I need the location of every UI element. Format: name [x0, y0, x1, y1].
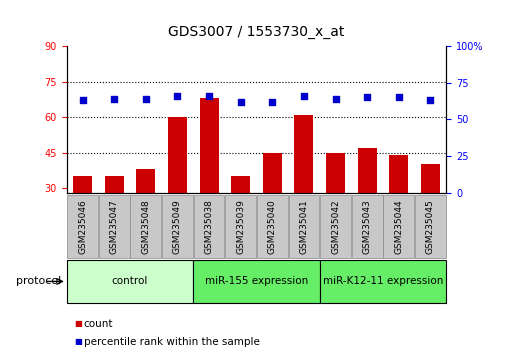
Bar [105, 176, 124, 259]
Point [331, 96, 340, 102]
Bar [257, 195, 288, 258]
Bar [352, 195, 383, 258]
Bar [294, 115, 313, 259]
Bar [225, 195, 256, 258]
Bar [320, 260, 446, 303]
Text: GSM235049: GSM235049 [173, 199, 182, 254]
Text: GSM235044: GSM235044 [394, 199, 403, 254]
Text: GSM235047: GSM235047 [110, 199, 119, 254]
Text: count: count [84, 319, 113, 329]
Text: percentile rank within the sample: percentile rank within the sample [84, 337, 260, 347]
Text: GSM235046: GSM235046 [78, 199, 87, 254]
Point [236, 99, 245, 105]
Text: ■: ■ [74, 337, 82, 346]
Bar [358, 148, 377, 259]
Point [300, 93, 308, 99]
Bar [67, 195, 98, 258]
Bar [98, 195, 130, 258]
Bar [326, 153, 345, 259]
Text: GSM235048: GSM235048 [141, 199, 150, 254]
Text: miR-155 expression: miR-155 expression [205, 276, 308, 286]
Bar [168, 117, 187, 259]
Point [78, 98, 87, 103]
Point [173, 93, 182, 99]
Point [142, 96, 150, 102]
Bar [73, 176, 92, 259]
Text: miR-K12-11 expression: miR-K12-11 expression [323, 276, 443, 286]
Point [268, 99, 277, 105]
Bar [421, 165, 440, 259]
Bar [389, 155, 408, 259]
Bar [320, 195, 351, 258]
Text: GSM235042: GSM235042 [331, 199, 340, 254]
Text: GSM235040: GSM235040 [268, 199, 277, 254]
Text: ■: ■ [74, 319, 82, 329]
Text: control: control [112, 276, 148, 286]
Bar [231, 176, 250, 259]
Point [394, 95, 403, 100]
Text: GSM235043: GSM235043 [363, 199, 372, 254]
Bar [130, 195, 161, 258]
Bar [193, 260, 320, 303]
Bar [162, 195, 193, 258]
Text: protocol: protocol [16, 276, 62, 286]
Point [426, 98, 435, 103]
Text: GDS3007 / 1553730_x_at: GDS3007 / 1553730_x_at [168, 25, 345, 39]
Point [205, 93, 213, 99]
Bar [415, 195, 446, 258]
Point [363, 95, 371, 100]
Bar [136, 169, 155, 259]
Bar [288, 195, 320, 258]
Point [110, 96, 118, 102]
Bar [193, 195, 225, 258]
Bar [200, 98, 219, 259]
Bar [383, 195, 415, 258]
Text: GSM235045: GSM235045 [426, 199, 435, 254]
Text: GSM235039: GSM235039 [236, 199, 245, 254]
Text: GSM235038: GSM235038 [205, 199, 213, 254]
Text: GSM235041: GSM235041 [300, 199, 308, 254]
Bar [263, 153, 282, 259]
Bar [67, 260, 193, 303]
